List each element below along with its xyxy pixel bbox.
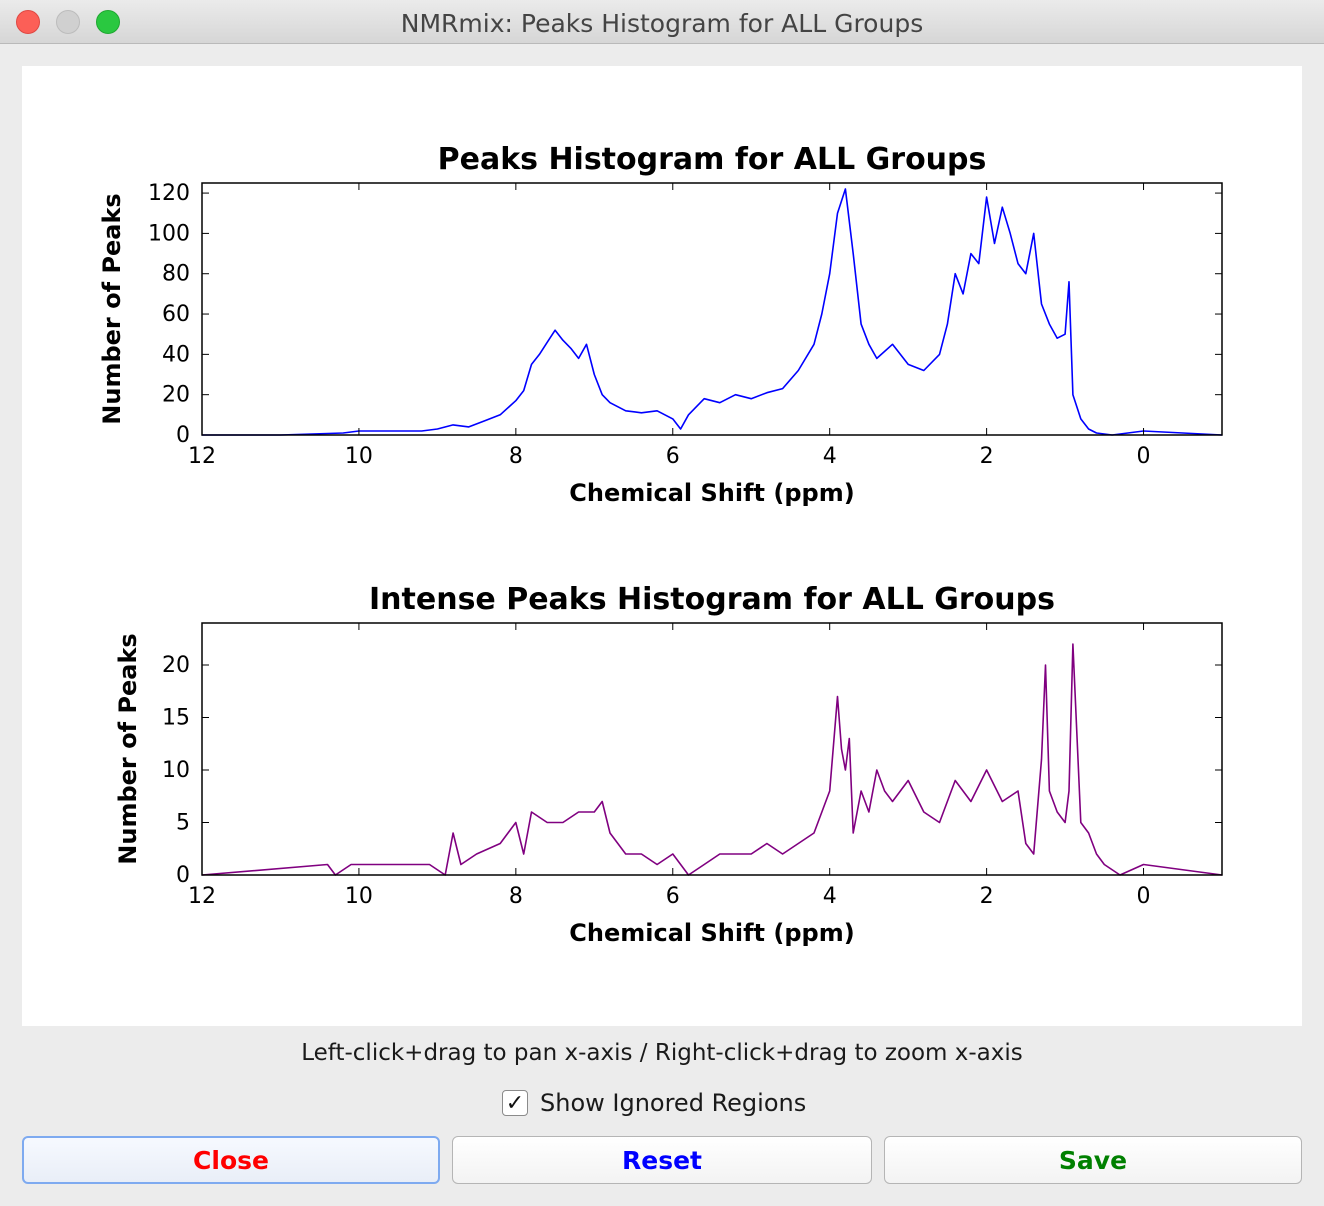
show-ignored-regions-row[interactable]: ✓ Show Ignored Regions (502, 1088, 806, 1118)
y-tick-label: 10 (162, 758, 190, 783)
title-bar: NMRmix: Peaks Histogram for ALL Groups (0, 0, 1324, 44)
y-tick-label: 120 (148, 181, 190, 206)
y-tick-label: 40 (162, 342, 190, 367)
x-tick-label: 4 (823, 444, 837, 469)
show-ignored-regions-checkbox[interactable]: ✓ (502, 1090, 528, 1116)
y-axis-label: Number of Peaks (98, 193, 126, 424)
x-tick-label: 6 (666, 444, 680, 469)
window-title: NMRmix: Peaks Histogram for ALL Groups (400, 9, 924, 38)
y-tick-label: 60 (162, 302, 190, 327)
reset-button[interactable]: Reset (452, 1136, 872, 1184)
y-tick-label: 80 (162, 262, 190, 287)
x-tick-label: 12 (188, 444, 216, 469)
x-tick-label: 0 (1137, 444, 1151, 469)
x-tick-label: 2 (980, 884, 994, 909)
x-tick-label: 8 (509, 884, 523, 909)
plot-frame (201, 182, 1223, 436)
x-tick-label: 6 (666, 884, 680, 909)
y-tick-label: 5 (176, 811, 190, 836)
series-line (202, 188, 1223, 436)
window-minimize-control[interactable] (56, 10, 80, 34)
chart-2: Intense Peaks Histogram for ALL Groups 12… (114, 582, 1223, 947)
x-tick-label: 10 (345, 444, 373, 469)
x-axis-label: Chemical Shift (ppm) (569, 919, 854, 947)
save-button[interactable]: Save (884, 1136, 1302, 1184)
chart-title: Intense Peaks Histogram for ALL Groups (369, 582, 1055, 617)
plot-frame (201, 622, 1223, 876)
y-tick-label: 0 (176, 423, 190, 448)
x-tick-label: 10 (345, 884, 373, 909)
y-tick-label: 100 (148, 221, 190, 246)
window-zoom-control[interactable] (96, 10, 120, 34)
show-ignored-regions-label[interactable]: Show Ignored Regions (540, 1089, 807, 1117)
series-line (201, 643, 1223, 876)
window-close-control[interactable] (16, 10, 40, 34)
y-tick-label: 0 (176, 863, 190, 888)
close-button[interactable]: Close (22, 1136, 440, 1184)
x-tick-label: 4 (823, 884, 837, 909)
pan-zoom-hint: Left-click+drag to pan x-axis / Right-cl… (301, 1040, 1023, 1066)
plot-canvas[interactable]: Peaks Histogram for ALL Groups 12 10 8 6 4 2 0 0… (22, 66, 1302, 1026)
y-axis-label: Number of Peaks (114, 633, 142, 864)
x-axis-label: Chemical Shift (ppm) (569, 479, 854, 507)
y-tick-label: 15 (162, 706, 190, 731)
y-tick-label: 20 (162, 653, 190, 678)
x-tick-label: 8 (509, 444, 523, 469)
y-tick-label: 20 (162, 383, 190, 408)
chart-title: Peaks Histogram for ALL Groups (438, 142, 987, 177)
x-tick-label: 2 (980, 444, 994, 469)
x-tick-label: 12 (188, 884, 216, 909)
x-tick-label: 0 (1137, 884, 1151, 909)
